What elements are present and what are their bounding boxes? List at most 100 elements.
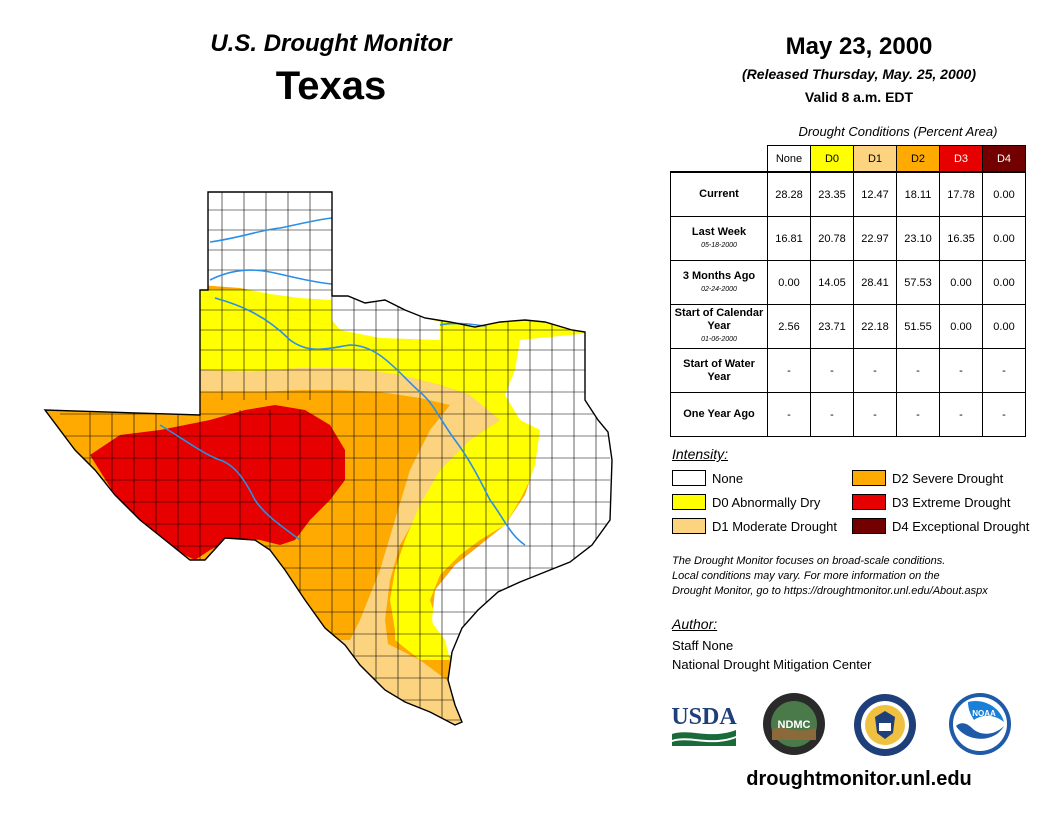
table-cell: 51.55 [896,304,940,349]
ndmc-logo-text: NDMC [778,719,811,731]
legend-item-d0: D0 Abnormally Dry [672,494,837,510]
table-cell: - [767,348,811,393]
release-date: (Released Thursday, May. 25, 2000) [742,66,976,82]
column-header-d2: D2 [896,145,940,173]
table-cell: 0.00 [982,216,1026,261]
legend-swatch-none [672,470,706,486]
none-red-river-area [332,296,440,340]
legend-label-d0: D0 Abnormally Dry [712,494,821,510]
d1-north-transition-area [200,368,470,405]
note-line-1: The Drought Monitor focuses on broad-sca… [672,555,946,567]
legend-item-d2: D2 Severe Drought [852,470,1029,486]
table-corner [671,146,768,173]
table-cell: 17.78 [939,171,983,217]
conditions-table: None D0 D1 D2 D3 D4 Current 28.28 23.35 12.47 18.1… [670,145,1026,437]
table-cell: 57.53 [896,260,940,305]
noaa-logo-text: NOAA [972,709,996,718]
table-cell: - [939,348,983,393]
footer-url[interactable]: droughtmonitor.unl.edu [746,768,972,790]
table-row: Current 28.28 23.35 12.47 18.11 17.78 0.00 [670,171,1026,217]
column-header-none: None [767,145,811,173]
table-cell: 12.47 [853,171,897,217]
table-cell: - [982,348,1026,393]
legend-item-d4: D4 Exceptional Drought [852,518,1029,534]
legend-swatch-d4 [852,518,886,534]
table-cell: 0.00 [982,260,1026,305]
row-label: One Year Ago [670,392,768,437]
table-cell: 23.10 [896,216,940,261]
table-cell: 2.56 [767,304,811,349]
column-header-d3: D3 [939,145,983,173]
d0-north-area [200,290,600,440]
table-cell: 18.11 [896,171,940,217]
legend-swatch-d1 [672,518,706,534]
row-label-date: 05-18-2000 [701,241,737,249]
table-cell: 28.41 [853,260,897,305]
author-organization: National Drought Mitigation Center [672,657,872,672]
table-cell: 16.81 [767,216,811,261]
row-label-text: One Year Ago [683,408,755,420]
row-label-text: Start of Calendar Year [674,307,764,332]
valid-time: Valid 8 a.m. EDT [804,89,914,105]
legend-column-right: D2 Severe Drought D3 Extreme Drought D4 … [852,470,1029,534]
state-name: Texas [275,64,387,108]
row-label: Start of Calendar Year 01-06-2000 [670,304,768,349]
table-cell: 0.00 [939,304,983,349]
usda-logo-text: USDA [671,704,737,730]
table-row: Start of Water Year - - - - - - [670,348,1026,393]
author-name: Staff None [672,638,734,653]
row-label: Start of Water Year [670,348,768,393]
legend-label-d3: D3 Extreme Drought [892,494,1011,510]
row-label-text: Start of Water Year [683,357,755,383]
legend-label-none: None [712,470,744,486]
table-cell: 22.18 [853,304,897,349]
legend-swatch-d0 [672,494,706,510]
legend-label-d2: D2 Severe Drought [892,470,1004,486]
table-cell: 0.00 [982,304,1026,349]
pecos-river [159,424,301,541]
table-header-row: None D0 D1 D2 D3 D4 [671,145,1026,173]
table-cell: - [939,392,983,437]
table-row: Start of Calendar Year 01-06-2000 2.56 23.7… [670,304,1026,349]
table-cell: - [810,392,854,437]
table-cell: - [896,392,940,437]
table-cell: 16.35 [939,216,983,261]
table-cell: 0.00 [982,171,1026,217]
table-row: Last Week 05-18-2000 16.81 20.78 22.97 23.10 1… [670,216,1026,261]
ndmc-logo[interactable]: NDMC [762,692,826,756]
column-header-d0: D0 [810,145,854,173]
noaa-logo[interactable]: NOAA [948,692,1012,756]
legend-label-d1: D1 Moderate Drought [712,518,838,534]
column-header-d4: D4 [982,145,1026,173]
legend-swatch-d3 [852,494,886,510]
legend-item-none: None [672,470,837,486]
legend-swatch-d2 [852,470,886,486]
note-line-3: Drought Monitor, go to https://droughtmo… [672,585,988,597]
table-cell: 22.97 [853,216,897,261]
drought-monitor-note: The Drought Monitor focuses on broad-sca… [672,554,1042,599]
table-cell: 14.05 [810,260,854,305]
legend-item-d3: D3 Extreme Drought [852,494,1029,510]
commerce-seal-logo[interactable] [853,693,917,757]
legend-label-d4: D4 Exceptional Drought [892,518,1030,534]
usda-logo[interactable]: USDA [670,700,738,750]
red-river-north [209,269,333,285]
note-line-2: Local conditions may vary. For more info… [672,570,940,582]
table-cell: 0.00 [767,260,811,305]
legend-title: Intensity: [672,446,729,462]
table-cell: 0.00 [939,260,983,305]
table-row: One Year Ago - - - - - - [670,392,1026,437]
canadian-river [209,217,333,243]
texas-drought-map [44,191,613,726]
conditions-title: Drought Conditions (Percent Area) [798,124,998,139]
row-label: Current [670,171,768,217]
table-cell: 20.78 [810,216,854,261]
d3-extreme-area [90,405,345,560]
legend-column-left: None D0 Abnormally Dry D1 Moderate Droug… [672,470,837,534]
rivers [159,217,526,546]
row-label-text: Current [699,188,739,200]
row-label-date: 02-24-2000 [701,285,737,293]
table-cell: - [853,392,897,437]
author-title: Author: [672,616,718,632]
table-cell: - [853,348,897,393]
